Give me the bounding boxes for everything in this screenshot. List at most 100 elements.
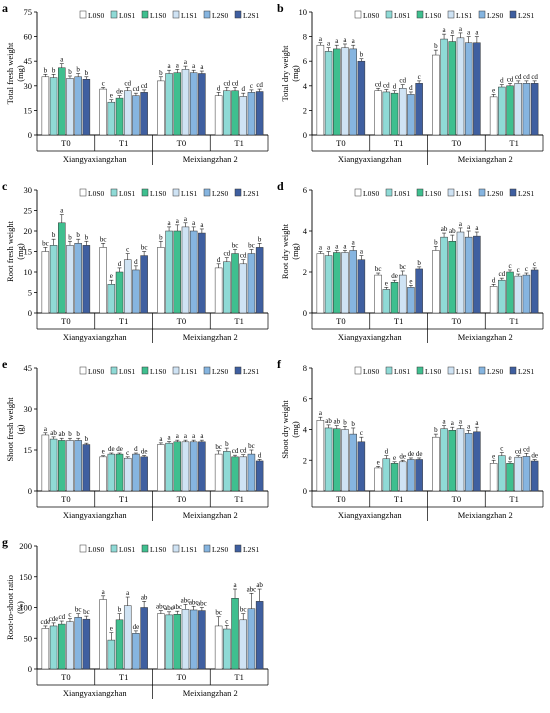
- legend-swatch-l0s0: [79, 544, 87, 553]
- significance-letter: a: [192, 219, 196, 227]
- significance-letter: cd: [515, 448, 522, 456]
- legend-label-l2s1: L2S1: [243, 11, 260, 20]
- treatment-label: T0: [177, 494, 186, 504]
- significance-letter: cd: [232, 447, 239, 455]
- bar-l2s0: [247, 608, 256, 670]
- significance-letter: a: [475, 224, 479, 232]
- treatment-label: T1: [119, 138, 128, 148]
- significance-letter: d: [217, 256, 221, 264]
- significance-letter: abc: [189, 598, 199, 606]
- panel-b: b Total dry weight (mg) 0 2 4 6 8 10 L0S0 L0S1 L1S0…: [277, 1, 544, 165]
- bar-l1s0: [448, 430, 457, 492]
- y-tick-label: 4: [303, 226, 308, 236]
- bar-l2s0: [349, 250, 357, 314]
- y-tick-label: 45: [24, 56, 33, 66]
- bar-l0s0: [99, 88, 107, 136]
- y-tick-label: 30: [24, 404, 33, 414]
- bar-l2s1: [530, 460, 539, 492]
- treatment-label: T0: [61, 138, 70, 148]
- treatment-label: T0: [336, 138, 345, 148]
- bar-l0s1: [165, 614, 173, 670]
- significance-letter: b: [52, 66, 56, 74]
- bar-l2s1: [473, 42, 481, 136]
- bar-l0s0: [214, 95, 223, 136]
- legend-swatch-l0s1: [385, 10, 393, 19]
- significance-letter: e: [110, 625, 113, 633]
- significance-letter: a: [192, 432, 196, 440]
- significance-letter: de: [141, 447, 148, 455]
- treatment-label: T1: [234, 494, 243, 504]
- treatment-label: T1: [119, 672, 128, 682]
- significance-letter: a: [360, 248, 364, 256]
- significance-letter: c: [68, 611, 71, 619]
- y-axis-label: Shoot dry weight: [280, 400, 290, 459]
- y-tick-label: 30: [24, 185, 33, 195]
- bar-l1s0: [173, 441, 182, 492]
- bar-l2s0: [132, 453, 140, 492]
- legend-swatch-l0s0: [354, 366, 362, 375]
- bar-l0s0: [99, 456, 107, 492]
- bar-l0s1: [382, 458, 391, 492]
- bar-l1s0: [333, 252, 341, 314]
- y-axis-label: Root dry weight: [280, 223, 290, 279]
- y-axis-label: (%): [15, 601, 25, 614]
- bar-l0s0: [374, 467, 382, 492]
- significance-letter: a: [451, 27, 455, 35]
- bar-l1s1: [181, 69, 190, 136]
- bar-l0s1: [223, 90, 231, 136]
- bar-l0s1: [49, 625, 58, 670]
- significance-letter: cd: [383, 81, 390, 89]
- legend-swatch-l1s1: [172, 366, 180, 375]
- legend-label-l1s0: L1S0: [150, 189, 167, 198]
- significance-letter: cd: [499, 270, 506, 278]
- significance-letter: abc: [156, 603, 166, 611]
- panel-g: g Root-to-shoot ratio (%) 0 50 100 150 200 L0S0 L…: [2, 535, 269, 699]
- bar-l2s1: [357, 259, 366, 314]
- significance-letter: a: [459, 418, 463, 426]
- legend-label-l1s0: L1S0: [425, 189, 442, 198]
- significance-letter: d: [385, 448, 389, 456]
- bar-l2s0: [132, 95, 140, 136]
- bar-l1s0: [506, 463, 514, 492]
- treatment-label: T1: [119, 316, 128, 326]
- legend-label-l0s0: L0S0: [363, 189, 380, 198]
- y-tick-label: 0: [28, 130, 32, 140]
- significance-letter: cd: [507, 75, 514, 83]
- significance-letter: bc: [240, 606, 247, 614]
- bar-l1s0: [115, 619, 124, 670]
- y-tick-label: 0: [303, 130, 307, 140]
- significance-letter: b: [360, 51, 364, 59]
- bar-l0s1: [107, 453, 116, 492]
- bar-l0s1: [440, 38, 448, 136]
- significance-letter: d: [134, 258, 138, 266]
- legend-swatch-l0s1: [110, 188, 118, 197]
- legend-label-l0s0: L0S0: [88, 11, 105, 20]
- treatment-label: T1: [234, 138, 243, 148]
- significance-letter: ab: [449, 227, 456, 235]
- legend-label-l0s1: L0S1: [394, 189, 411, 198]
- bar-l1s0: [115, 97, 124, 136]
- cultivar-label: Xiangyaxiangzhan: [338, 332, 402, 342]
- bar-l1s1: [123, 605, 132, 670]
- legend-label-l0s1: L0S1: [119, 11, 136, 20]
- significance-letter: d: [258, 451, 262, 459]
- bar-l0s0: [157, 247, 165, 314]
- bar-l1s1: [181, 441, 190, 492]
- significance-letter: a: [176, 217, 180, 225]
- significance-letter: a: [200, 221, 204, 229]
- y-tick-label: 45: [24, 363, 33, 373]
- bar-l2s0: [407, 94, 415, 136]
- significance-letter: a: [335, 242, 339, 250]
- significance-letter: a: [184, 215, 188, 223]
- bar-l2s0: [522, 274, 531, 314]
- panel-letter: g: [2, 535, 8, 549]
- cultivar-label: Meixiangzhan 2: [183, 510, 238, 520]
- significance-letter: e: [393, 454, 396, 462]
- legend-swatch-l1s1: [172, 10, 180, 19]
- legend-label-l2s0: L2S0: [212, 189, 229, 198]
- legend-label-l2s1: L2S1: [243, 189, 260, 198]
- bar-l2s1: [415, 459, 423, 492]
- y-tick-label: 15: [24, 105, 33, 115]
- significance-letter: a: [184, 58, 188, 66]
- cultivar-label: Meixiangzhan 2: [183, 154, 238, 164]
